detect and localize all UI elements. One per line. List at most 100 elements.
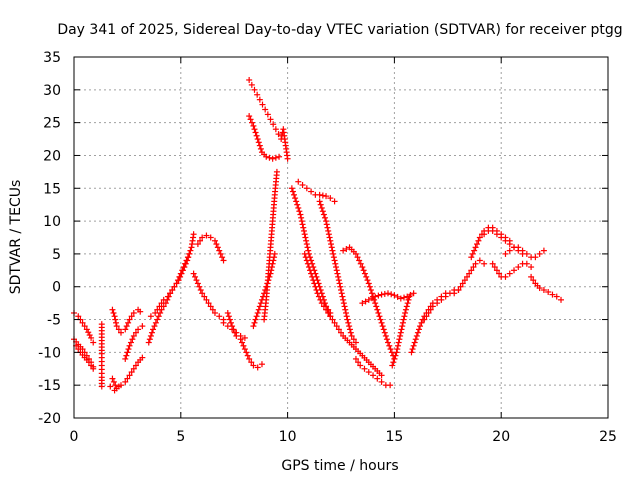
data-point (410, 290, 417, 297)
axis-ticks (73, 56, 609, 419)
data-point (255, 139, 262, 146)
data-point (378, 319, 385, 326)
data-point (331, 198, 338, 205)
data-point (325, 231, 332, 238)
data-point (325, 309, 332, 316)
data-point (317, 201, 324, 208)
data-point (394, 342, 401, 349)
data-point (333, 267, 340, 274)
data-point (352, 250, 359, 257)
y-tick-label: 30 (43, 83, 61, 99)
data-point (382, 332, 389, 339)
data-point (169, 287, 176, 294)
data-point (390, 359, 397, 366)
data-point (352, 355, 359, 362)
data-point (249, 119, 255, 126)
data-point (331, 319, 338, 326)
data-point (318, 300, 325, 307)
data-point (476, 257, 483, 264)
data-point (528, 273, 535, 280)
data-point (335, 326, 342, 333)
y-axis-label: SDTVAR / TECUs (8, 180, 24, 295)
data-point (213, 241, 220, 248)
data-point (251, 126, 258, 133)
data-point (75, 346, 82, 353)
data-point (481, 231, 488, 238)
data-point (246, 355, 253, 362)
data-point (365, 369, 372, 376)
data-point (220, 319, 227, 326)
data-point (112, 316, 119, 323)
data-point (377, 316, 384, 323)
data-point (173, 280, 180, 287)
data-point (338, 329, 344, 336)
data-point (199, 290, 206, 297)
data-point (329, 247, 336, 254)
data-point (346, 323, 353, 330)
data-point (154, 316, 161, 323)
data-point (130, 332, 137, 339)
data-point (350, 336, 357, 343)
data-point (246, 113, 253, 120)
data-points (71, 76, 565, 394)
data-point (400, 316, 407, 323)
data-point (125, 319, 132, 326)
data-point (401, 294, 408, 301)
data-point (295, 178, 302, 185)
y-tick-label: 35 (43, 50, 61, 66)
data-point (337, 283, 344, 290)
data-point (528, 264, 535, 271)
data-point (300, 224, 307, 231)
data-point (294, 201, 301, 208)
data-point (442, 293, 449, 300)
data-point (325, 227, 332, 234)
x-tick-label: 25 (599, 429, 617, 445)
data-point (469, 250, 476, 257)
data-point (340, 247, 347, 254)
data-point (117, 329, 124, 336)
data-point (324, 306, 331, 313)
data-point (438, 296, 445, 303)
data-point (374, 306, 381, 313)
data-point (254, 364, 261, 371)
data-point (378, 291, 385, 298)
data-point (313, 287, 320, 294)
data-point (316, 198, 323, 205)
data-point (146, 336, 153, 343)
data-point (184, 254, 191, 261)
data-point (126, 316, 133, 323)
data-point (376, 313, 383, 320)
data-point (251, 86, 258, 93)
data-point (406, 293, 413, 300)
data-point (367, 287, 374, 294)
data-point (311, 280, 318, 287)
data-point (359, 264, 366, 271)
data-point (151, 323, 158, 330)
data-point (451, 290, 458, 297)
data-point (540, 287, 547, 294)
data-point (459, 280, 466, 287)
data-point (361, 270, 368, 277)
data-point (364, 277, 371, 284)
data-point (258, 361, 265, 368)
data-point (110, 378, 117, 385)
data-point (491, 264, 498, 271)
data-point (359, 300, 366, 307)
data-point (536, 285, 543, 292)
data-point (145, 339, 152, 346)
data-point (130, 309, 137, 316)
data-point (90, 339, 97, 346)
data-point (334, 270, 341, 277)
data-point (397, 295, 404, 302)
data-point (464, 273, 471, 280)
data-point (264, 111, 271, 118)
data-point (327, 313, 334, 320)
data-point (201, 293, 208, 300)
data-point (152, 319, 159, 326)
data-point (229, 326, 236, 333)
data-point (473, 241, 480, 248)
data-point (254, 309, 261, 316)
data-point (549, 291, 556, 298)
data-point (403, 303, 410, 310)
data-point (109, 306, 116, 313)
